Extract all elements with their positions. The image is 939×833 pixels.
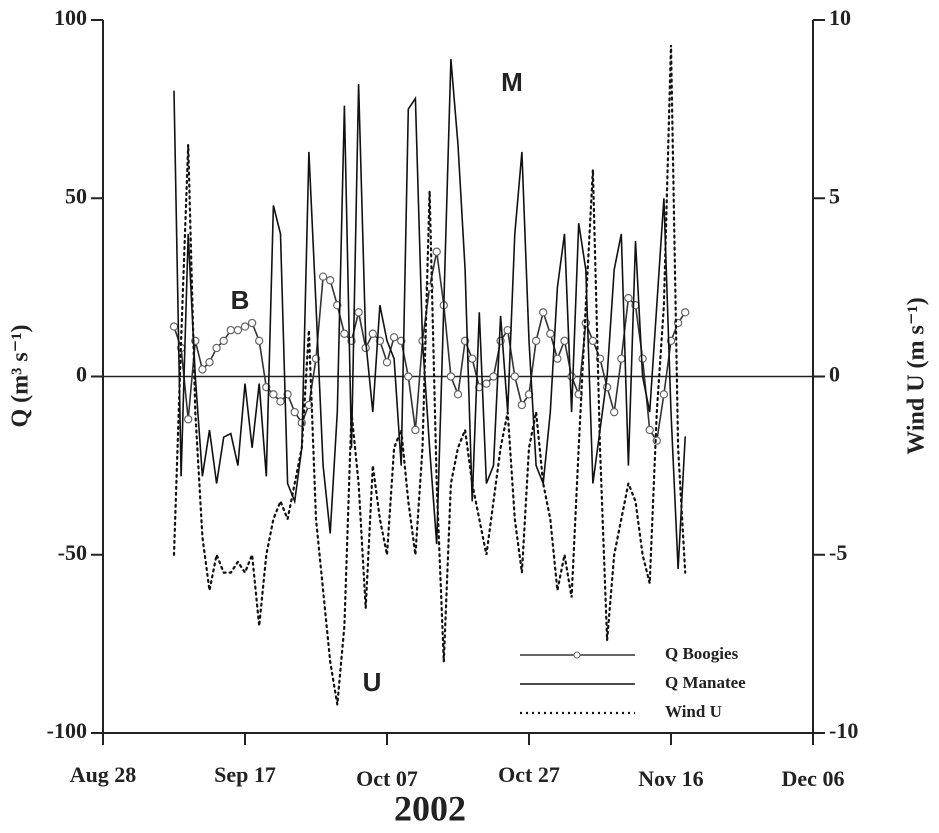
series-marker	[340, 329, 349, 338]
y2-tick-label: 10	[829, 5, 851, 30]
series-marker	[539, 308, 548, 317]
legend-label: Q Boogies	[665, 644, 739, 663]
series-marker	[531, 336, 541, 346]
y2-axis-label: Wind U (m s⁻¹)	[904, 297, 930, 454]
series-marker	[226, 325, 235, 335]
series-marker	[453, 390, 463, 399]
series-marker	[212, 343, 221, 353]
series-marker	[354, 308, 363, 317]
y-tick-label: -50	[58, 540, 87, 565]
series-marker	[468, 354, 477, 363]
series-marker	[517, 400, 527, 410]
series-marker	[610, 407, 619, 417]
x-tick-label: Oct 07	[356, 766, 418, 791]
series-marker	[389, 333, 399, 342]
y2-tick-label: 0	[829, 362, 840, 387]
series-marker	[198, 365, 207, 374]
x-axis-label: 2002	[394, 788, 466, 828]
legend-label: Q Manatee	[665, 673, 746, 692]
series-marker	[659, 390, 669, 399]
series-marker	[368, 329, 377, 338]
series-marker	[638, 354, 647, 363]
series-marker	[276, 397, 285, 406]
series-marker	[588, 336, 598, 346]
series-marker	[624, 293, 633, 303]
legend-marker	[573, 651, 581, 659]
series-marker	[233, 325, 243, 335]
y2-tick-label: 5	[829, 183, 840, 208]
x-tick-label: Dec 06	[782, 766, 845, 791]
series-line	[173, 59, 686, 570]
series-marker	[681, 308, 690, 317]
x-tick-label: Sep 17	[214, 762, 276, 787]
y-tick-label: 50	[65, 183, 87, 208]
series-marker	[617, 354, 626, 363]
y-tick-label: 100	[54, 5, 87, 30]
series-marker	[510, 372, 519, 381]
series-marker	[432, 247, 441, 256]
annotation: U	[363, 667, 382, 697]
series-marker	[219, 336, 228, 346]
annotation: M	[501, 67, 523, 97]
series-marker	[255, 336, 264, 346]
series-marker	[489, 372, 498, 381]
series-marker	[183, 415, 193, 424]
annotation: B	[231, 285, 250, 315]
series-marker	[318, 272, 328, 281]
series-marker	[553, 354, 562, 363]
series-marker	[404, 372, 413, 381]
series-marker	[382, 358, 392, 367]
series-marker	[169, 322, 179, 331]
series-marker	[567, 372, 576, 381]
series-marker	[546, 329, 555, 338]
x-tick-label: Nov 16	[638, 766, 703, 791]
series-marker	[645, 425, 654, 435]
series-marker	[411, 425, 420, 435]
series-marker	[652, 436, 662, 445]
series-marker	[560, 336, 569, 346]
series-marker	[446, 372, 456, 381]
y-tick-label: 0	[76, 362, 87, 387]
y-tick-label: -100	[47, 718, 87, 743]
series-marker	[240, 322, 250, 331]
series-marker	[326, 276, 335, 285]
series-marker	[482, 379, 491, 388]
x-tick-label: Oct 27	[498, 762, 560, 787]
series-marker	[269, 390, 278, 399]
legend-label: Wind U	[665, 702, 722, 721]
y2-tick-label: -10	[829, 718, 858, 743]
series-marker	[247, 318, 257, 328]
series-marker	[205, 358, 214, 367]
x-tick-label: Aug 28	[70, 762, 137, 787]
series-marker	[290, 407, 299, 417]
y-axis-label: Q (m³ s⁻¹)	[8, 324, 34, 427]
y2-tick-label: -5	[829, 540, 847, 565]
series-line	[172, 44, 687, 705]
